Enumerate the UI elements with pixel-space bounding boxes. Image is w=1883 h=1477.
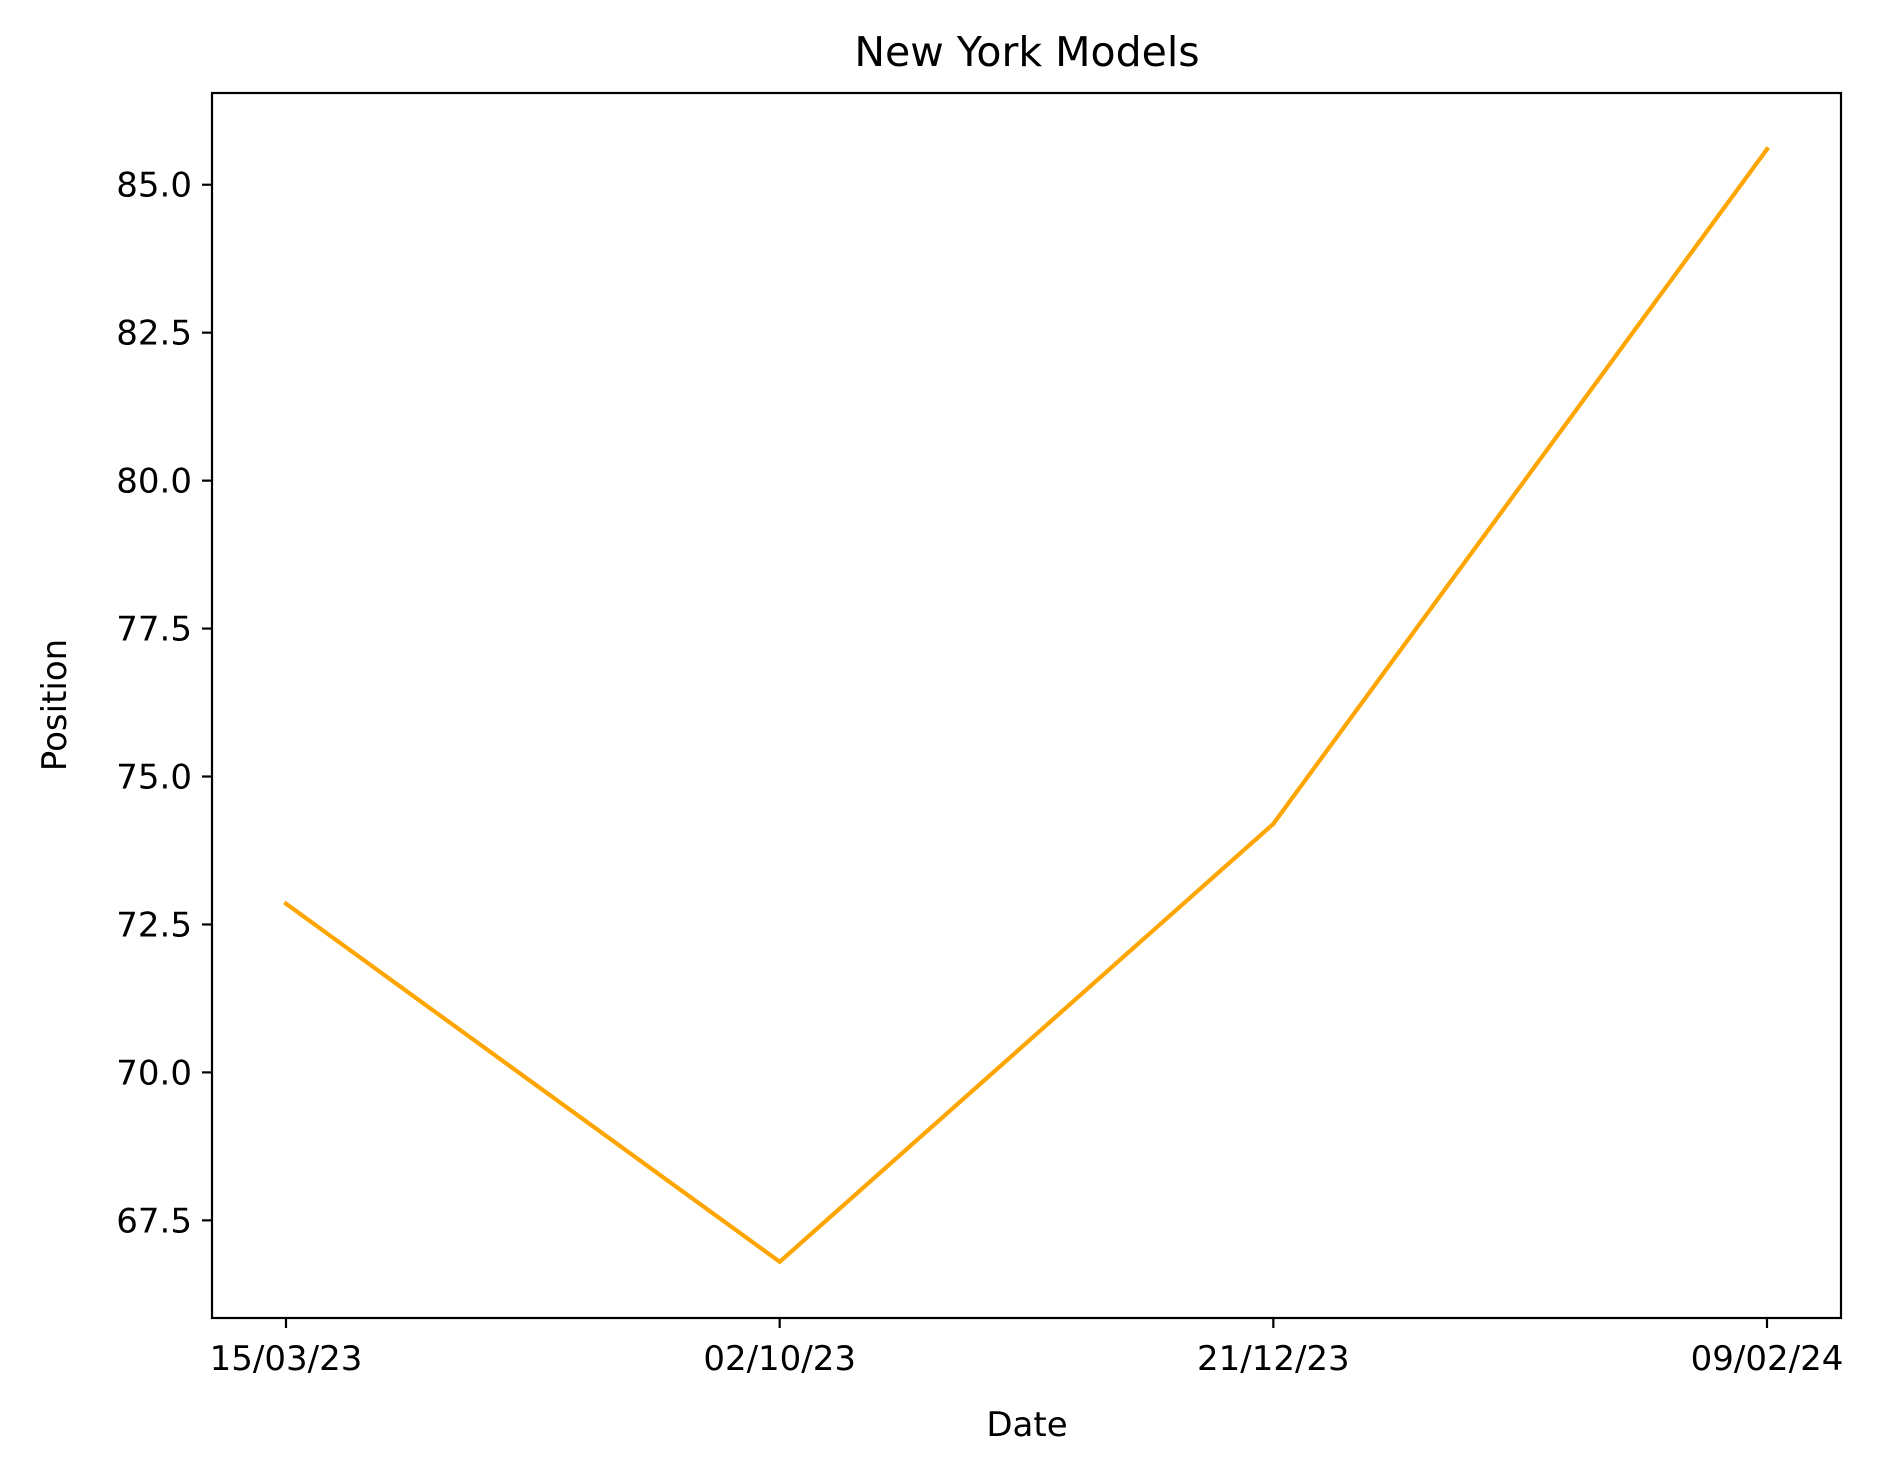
- y-tick-label: 85.0: [116, 166, 192, 206]
- y-axis-ticks: 67.5 70.0 72.5 75.0 77.5 80.0 82.5 85.0: [116, 166, 212, 1241]
- x-tick-label: 02/10/23: [703, 1339, 856, 1379]
- y-axis-title: Position: [35, 639, 75, 771]
- series-group: [283, 146, 1770, 1265]
- y-tick-label: 82.5: [116, 314, 192, 354]
- y-tick-label: 72.5: [116, 905, 192, 945]
- x-axis-ticks: 15/03/23 02/10/23 21/12/23 09/02/24: [210, 1318, 1844, 1379]
- y-tick-label: 67.5: [116, 1201, 192, 1241]
- plot-area-frame: [210, 91, 1843, 1320]
- y-tick-label: 80.0: [116, 462, 192, 502]
- y-tick-label: 77.5: [116, 610, 192, 650]
- y-tick-label: 75.0: [116, 758, 192, 798]
- x-axis-title: Date: [986, 1405, 1067, 1445]
- x-tick-label: 15/03/23: [210, 1339, 363, 1379]
- x-tick-label: 21/12/23: [1197, 1339, 1350, 1379]
- x-tick-label: 09/02/24: [1691, 1339, 1844, 1379]
- y-tick-label: 70.0: [116, 1053, 192, 1093]
- chart-title: New York Models: [854, 28, 1199, 76]
- series-line: [283, 146, 1770, 1265]
